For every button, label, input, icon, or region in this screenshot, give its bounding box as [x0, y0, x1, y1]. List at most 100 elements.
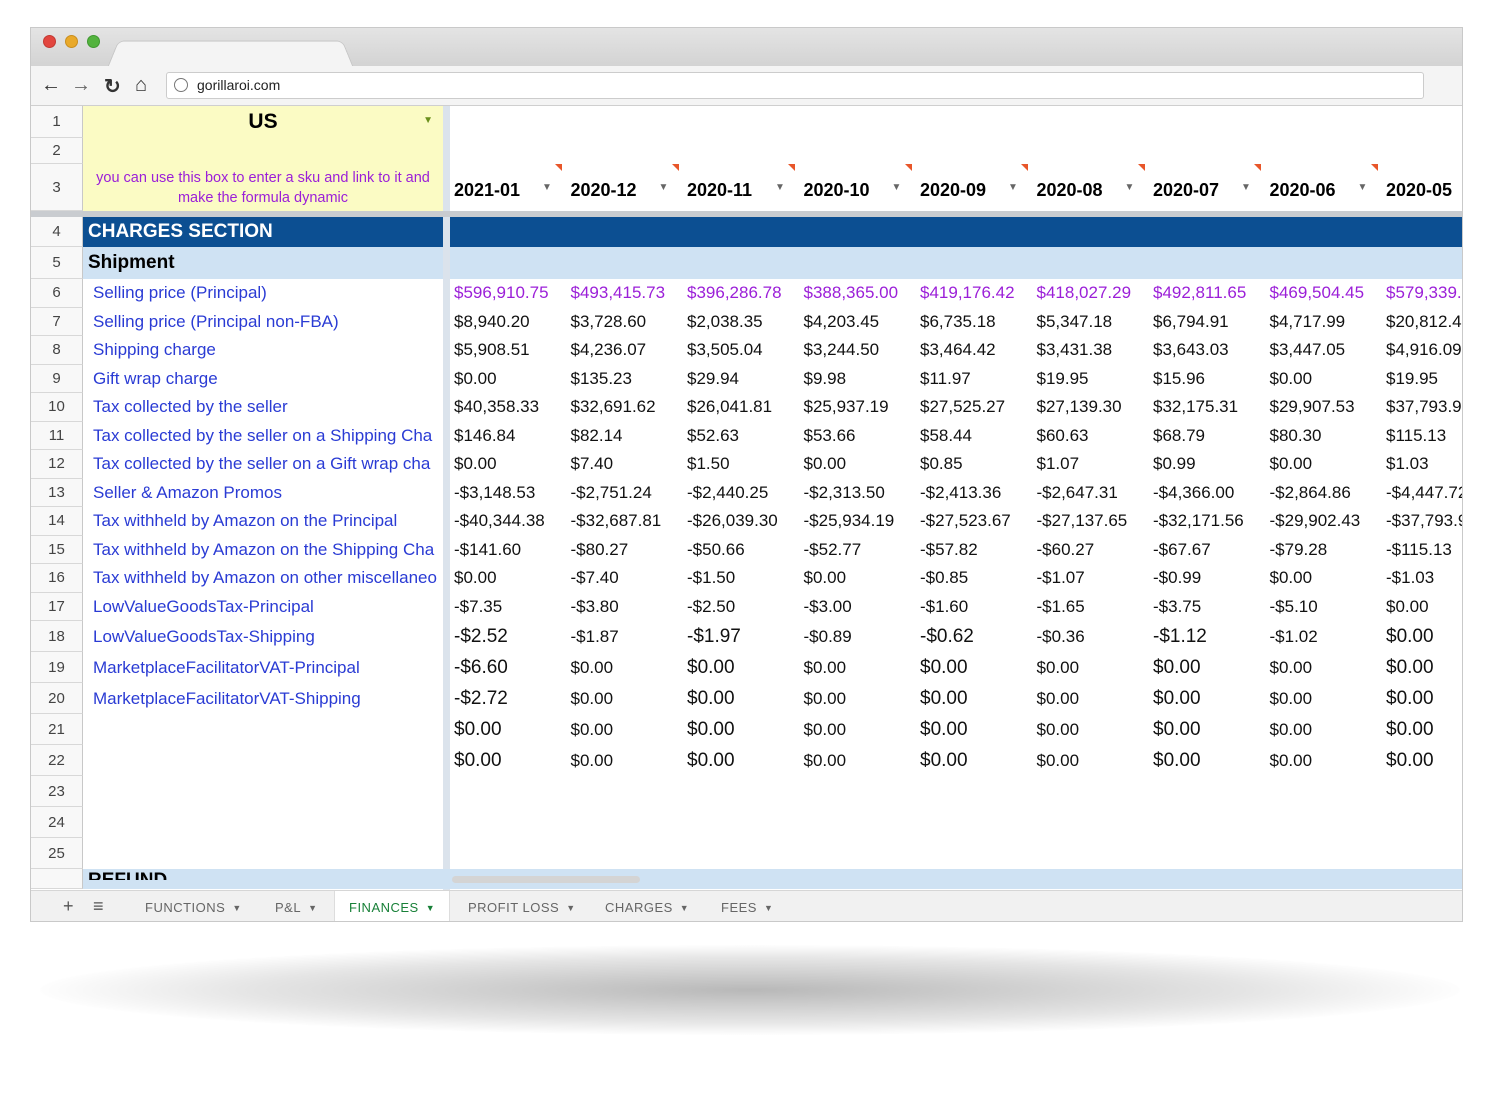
sheet-list-button[interactable]: ≡: [93, 896, 104, 917]
forward-button[interactable]: →: [71, 74, 91, 97]
maximize-button[interactable]: [87, 35, 100, 48]
value-cell: $0.00: [683, 714, 800, 745]
url-bar[interactable]: gorillaroi.com: [166, 72, 1424, 99]
filter-arrow[interactable]: ▼: [659, 182, 669, 193]
dropdown-arrow[interactable]: ▼: [423, 115, 433, 126]
value-cell: $32,175.31: [1149, 393, 1266, 422]
value-cell: $579,339.: [1382, 279, 1462, 308]
value-cell: -$3.75: [1149, 593, 1266, 622]
sheet-tab[interactable]: PROFIT LOSS▼: [454, 891, 590, 922]
value-cell: -$1.87: [567, 621, 684, 652]
value-cell: $3,244.50: [800, 336, 917, 365]
add-sheet-button[interactable]: +: [63, 896, 74, 917]
row-number: 17: [31, 593, 83, 622]
filter-arrow[interactable]: ▼: [892, 182, 902, 193]
row-label: Shipping charge: [83, 336, 443, 365]
value-cell: $5,908.51: [450, 336, 567, 365]
note-marker: [905, 164, 912, 171]
value-cell: -$2,751.24: [567, 479, 684, 508]
value-cell: $1.07: [1033, 450, 1150, 479]
reload-button[interactable]: ↻: [104, 74, 121, 99]
filter-arrow[interactable]: ▼: [1125, 182, 1135, 193]
row-number: 18: [31, 621, 83, 652]
row-number: 11: [31, 422, 83, 451]
value-cell: -$37,793.9: [1382, 507, 1462, 536]
row-number: 6: [31, 279, 83, 308]
value-cell: -$2,647.31: [1033, 479, 1150, 508]
value-cell: $0.00: [800, 745, 917, 776]
filter-arrow[interactable]: ▼: [1358, 182, 1368, 193]
row-number: 12: [31, 450, 83, 479]
filter-arrow[interactable]: ▼: [775, 182, 785, 193]
value-cell: $0.00: [1266, 564, 1383, 593]
value-cell: $60.63: [1033, 422, 1150, 451]
sheet-tab-label: PROFIT LOSS: [468, 900, 559, 915]
value-cell: -$141.60: [450, 536, 567, 565]
row-label: Tax collected by the seller on a Shippin…: [83, 422, 443, 451]
sheet-tab[interactable]: FEES▼: [707, 891, 787, 922]
value-cell: $0.00: [1033, 683, 1150, 714]
sheet-tab[interactable]: FINANCES▼: [334, 891, 450, 922]
value-cell: $0.00: [1149, 714, 1266, 745]
market-cell[interactable]: US▼: [83, 106, 443, 138]
value-cell: -$32,171.56: [1149, 507, 1266, 536]
value-cell: $3,447.05: [1266, 336, 1383, 365]
value-cell: $0.00: [450, 564, 567, 593]
next-section-fill: [83, 869, 1462, 889]
value-cell: -$2.50: [683, 593, 800, 622]
value-cell: $388,365.00: [800, 279, 917, 308]
value-cell: -$1.97: [683, 621, 800, 652]
filter-arrow[interactable]: ▼: [1008, 182, 1018, 193]
value-cell: $37,793.9: [1382, 393, 1462, 422]
value-cell: -$2.52: [450, 621, 567, 652]
value-cell: $0.00: [1266, 714, 1383, 745]
sheet-tab[interactable]: CHARGES▼: [591, 891, 703, 922]
browser-tab[interactable]: [107, 41, 354, 68]
value-cell: $6,794.91: [1149, 308, 1266, 337]
tab-caret: ▼: [308, 903, 317, 913]
value-cell: $493,415.73: [567, 279, 684, 308]
filter-arrow[interactable]: ▼: [1241, 182, 1251, 193]
value-cell: $80.30: [1266, 422, 1383, 451]
value-cell: $11.97: [916, 365, 1033, 394]
value-cell: $0.00: [1149, 652, 1266, 683]
value-cell: $0.00: [1033, 652, 1150, 683]
value-cell: $4,916.09: [1382, 336, 1462, 365]
sheet-tab-label: FINANCES: [349, 900, 419, 915]
value-cell: $0.85: [916, 450, 1033, 479]
value-cell: $27,525.27: [916, 393, 1033, 422]
sheet-tab[interactable]: P&L▼: [261, 891, 332, 922]
next-section-header: REFUND: [88, 871, 167, 880]
close-button[interactable]: [43, 35, 56, 48]
value-cell: $0.00: [1033, 745, 1150, 776]
url-text: gorillaroi.com: [197, 77, 280, 93]
value-cell: -$2.72: [450, 683, 567, 714]
value-cell: $1.50: [683, 450, 800, 479]
sheet-tab[interactable]: FUNCTIONS▼: [131, 891, 256, 922]
value-cell: $0.00: [1266, 450, 1383, 479]
value-cell: $29.94: [683, 365, 800, 394]
row-label: Tax withheld by Amazon on the Principal: [83, 507, 443, 536]
value-cell: $15.96: [1149, 365, 1266, 394]
value-cell: $27,139.30: [1033, 393, 1150, 422]
value-cell: $419,176.42: [916, 279, 1033, 308]
value-cell: -$40,344.38: [450, 507, 567, 536]
row-number: 16: [31, 564, 83, 593]
value-cell: $26,041.81: [683, 393, 800, 422]
row-number: 14: [31, 507, 83, 536]
back-button[interactable]: ←: [41, 74, 61, 97]
home-button[interactable]: ⌂: [135, 74, 147, 97]
value-cell: $52.63: [683, 422, 800, 451]
filter-arrow[interactable]: ▼: [542, 182, 552, 193]
row-label: Selling price (Principal non-FBA): [83, 308, 443, 337]
value-cell: $0.00: [1382, 593, 1462, 622]
value-cell: $3,464.42: [916, 336, 1033, 365]
value-cell: $0.00: [567, 745, 684, 776]
nav-bar: ← → ↻ ⌂ gorillaroi.com: [31, 66, 1462, 106]
value-cell: $418,027.29: [1033, 279, 1150, 308]
value-cell: $53.66: [800, 422, 917, 451]
h-scrollbar[interactable]: [452, 876, 640, 883]
value-cell: -$29,902.43: [1266, 507, 1383, 536]
minimize-button[interactable]: [65, 35, 78, 48]
month-header[interactable]: 2020-05: [1382, 164, 1462, 211]
